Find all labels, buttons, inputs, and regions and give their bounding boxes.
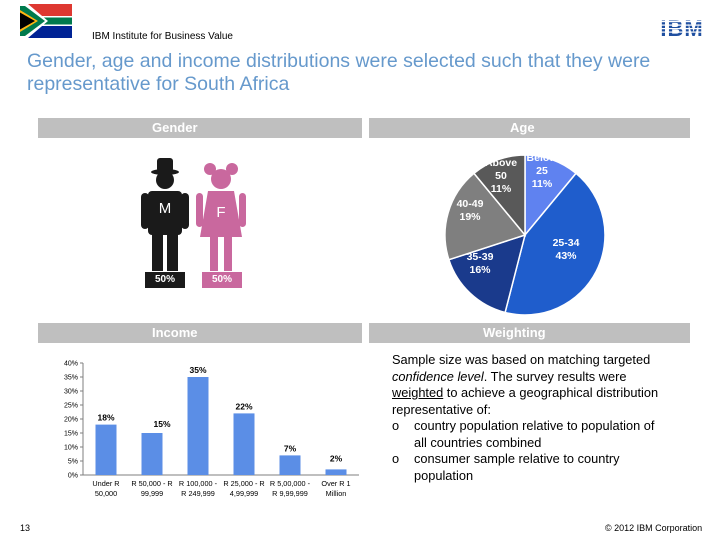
bar-category-label: Million: [326, 489, 347, 498]
bullet-marker: o: [392, 451, 400, 466]
bar-2: [187, 377, 209, 475]
pie-label-35-39: 35-39 16%: [466, 251, 494, 276]
pie-slice-40-49: [444, 172, 527, 261]
y-tick-label: 30%: [64, 389, 78, 396]
org-name: IBM Institute for Business Value: [92, 31, 233, 42]
bar-value-label: 35%: [189, 365, 206, 375]
bar-value-label: 18%: [97, 413, 114, 423]
female-percent: 50%: [202, 272, 242, 288]
page-number: 13: [20, 523, 31, 533]
female-figure-icon: F: [196, 163, 246, 271]
bar-category-label: 50,000: [95, 489, 117, 498]
male-percent: 50%: [145, 272, 185, 288]
pie-label-above-50: Above 50 11%: [484, 157, 518, 195]
pie-slice-above-50: [472, 154, 526, 238]
pie-label-40-49: 40-49 19%: [456, 198, 484, 223]
bar-value-label: 7%: [284, 443, 297, 453]
bar-category-label: R 25,000 - R: [223, 479, 264, 488]
age-heading-bar: Age: [369, 118, 690, 138]
bar-3: [233, 413, 255, 475]
bar-category-label: Under R: [92, 479, 119, 488]
y-tick-label: 40%: [64, 361, 78, 368]
south-africa-flag-icon: [20, 4, 72, 38]
page-title: Gender, age and income distributions wer…: [27, 50, 651, 95]
bar-category-label: 4,99,999: [230, 489, 258, 498]
bar-value-label: 2%: [330, 453, 343, 463]
weighting-heading: Weighting: [483, 325, 546, 340]
bar-category-label: R 9,99,999: [272, 489, 308, 498]
bar-category-label: Over R 1: [321, 479, 350, 488]
weighting-heading-bar: Weighting: [369, 323, 690, 343]
bar-0: [95, 424, 117, 475]
bullet-marker: o: [392, 418, 400, 433]
y-tick-label: 15%: [64, 431, 78, 438]
weighting-line-2: confidence level. The survey results wer…: [392, 368, 627, 384]
bar-value-label: 15%: [153, 419, 170, 429]
y-tick-label: 0%: [68, 473, 78, 480]
weighting-bullet-1: o country population relative to populat…: [392, 418, 655, 450]
y-tick-label: 25%: [64, 403, 78, 410]
bar-category-label: R 5,00,000 -: [270, 479, 311, 488]
male-figure-icon: M: [141, 158, 189, 271]
y-tick-label: 5%: [68, 459, 78, 466]
weighting-line-4: representative of:: [392, 401, 491, 417]
bar-5: [325, 469, 347, 475]
pie-slice-25-34: [504, 172, 606, 316]
bar-1: [141, 433, 163, 475]
ibm-logo: IBM: [655, 16, 710, 41]
y-tick-label: 10%: [64, 445, 78, 452]
bar-category-label: R 50,000 - R: [131, 479, 172, 488]
bar-value-label: 22%: [235, 401, 252, 411]
pie-slice-35-39: [447, 233, 527, 314]
weighting-line-1: Sample size was based on matching target…: [392, 352, 651, 367]
y-tick-label: 20%: [64, 417, 78, 424]
y-tick-label: 35%: [64, 375, 78, 382]
weighting-bullet-2: o consumer sample relative to country po…: [392, 451, 620, 483]
weighting-line-3: weighted to achieve a geographical distr…: [392, 385, 659, 400]
pie-label-below-25: Below 25 11%: [526, 152, 558, 190]
gender-heading: Gender: [152, 120, 198, 135]
income-heading: Income: [152, 325, 198, 340]
bar-category-label: R 100,000 -: [179, 479, 218, 488]
female-letter: F: [216, 204, 225, 221]
weighting-text: Sample size was based on matching target…: [392, 352, 692, 484]
age-pie-chart: [444, 154, 606, 316]
bar-category-label: 99,999: [141, 489, 163, 498]
pie-label-25-34: 25-34 43%: [552, 237, 580, 262]
age-heading: Age: [510, 120, 535, 135]
bar-category-label: R 249,999: [181, 489, 215, 498]
income-bar-chart: 0% 5% 10% 15% 20% 25% 30% 35% 40% 18% Under R50,00…: [64, 361, 359, 498]
copyright: © 2012 IBM Corporation: [605, 523, 703, 533]
gender-heading-bar: Gender: [38, 118, 362, 138]
income-heading-bar: Income: [38, 323, 362, 343]
bar-4: [279, 455, 301, 475]
male-letter: M: [159, 200, 172, 217]
